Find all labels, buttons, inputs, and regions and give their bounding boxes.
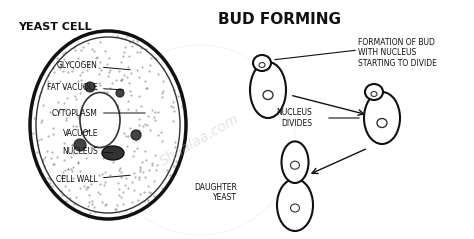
Text: GLYCOGEN: GLYCOGEN <box>57 60 130 70</box>
Ellipse shape <box>30 31 186 219</box>
Ellipse shape <box>371 92 377 97</box>
Ellipse shape <box>102 146 124 160</box>
Ellipse shape <box>85 82 95 92</box>
Ellipse shape <box>365 84 383 100</box>
Ellipse shape <box>253 55 271 71</box>
Ellipse shape <box>259 63 265 67</box>
Text: FAT VACUOLE: FAT VACUOLE <box>47 82 123 92</box>
Text: CELL WALL: CELL WALL <box>56 175 130 185</box>
Ellipse shape <box>116 89 124 97</box>
Text: DAUGHTER
YEAST: DAUGHTER YEAST <box>194 183 237 202</box>
Text: BUD FORMING: BUD FORMING <box>219 12 341 27</box>
Text: VACUOLE: VACUOLE <box>63 129 98 137</box>
Ellipse shape <box>250 62 286 118</box>
Ellipse shape <box>263 91 273 99</box>
Text: NUCLEUS: NUCLEUS <box>62 147 113 156</box>
Ellipse shape <box>74 139 86 151</box>
Ellipse shape <box>282 141 309 183</box>
Text: NUCLEUS
DIVIDES: NUCLEUS DIVIDES <box>276 108 312 128</box>
Text: YEAST CELL: YEAST CELL <box>18 22 91 32</box>
Text: FORMATION OF BUD
WITH NUCLEUS
STARTING TO DIVIDE: FORMATION OF BUD WITH NUCLEUS STARTING T… <box>358 38 437 68</box>
Ellipse shape <box>277 179 313 231</box>
Ellipse shape <box>291 161 300 169</box>
Ellipse shape <box>80 92 120 147</box>
Ellipse shape <box>291 204 300 212</box>
Ellipse shape <box>131 130 141 140</box>
Text: CYTOPLASM: CYTOPLASM <box>52 109 145 118</box>
Ellipse shape <box>364 92 400 144</box>
Ellipse shape <box>377 119 387 127</box>
Text: Shaalaa.com: Shaalaa.com <box>158 112 242 168</box>
